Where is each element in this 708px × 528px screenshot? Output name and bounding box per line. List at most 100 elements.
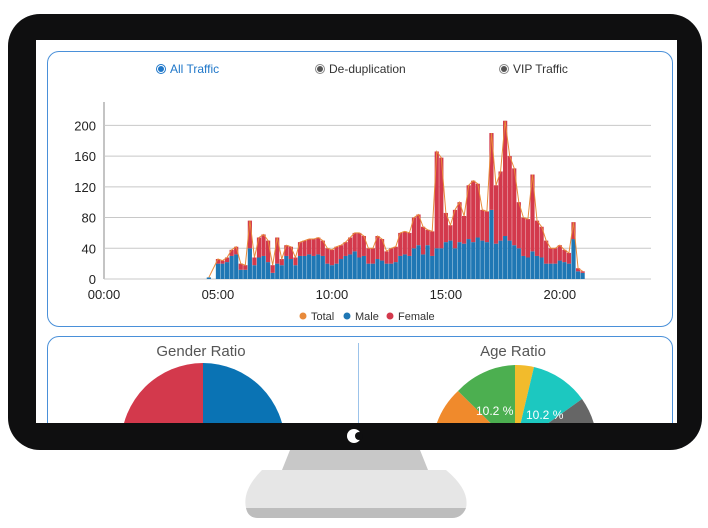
male-bar[interactable] xyxy=(266,262,271,279)
male-bar[interactable] xyxy=(534,255,540,279)
female-bar[interactable] xyxy=(270,265,275,273)
female-bar[interactable] xyxy=(343,242,348,256)
filter-vip-traffic[interactable]: VIP Traffic xyxy=(499,62,568,76)
male-bar[interactable] xyxy=(302,255,307,279)
male-bar[interactable] xyxy=(234,254,239,279)
male-bar[interactable] xyxy=(434,248,439,279)
filter-de-duplication[interactable]: De-duplication xyxy=(315,62,406,76)
male-bar[interactable] xyxy=(411,248,417,279)
male-bar[interactable] xyxy=(375,259,380,279)
female-bar[interactable] xyxy=(544,240,549,264)
female-bar[interactable] xyxy=(562,249,567,263)
male-bar[interactable] xyxy=(498,240,503,279)
female-bar[interactable] xyxy=(466,185,471,240)
male-bar[interactable] xyxy=(270,272,275,279)
female-bar[interactable] xyxy=(493,185,499,244)
age-slice-gray[interactable] xyxy=(515,399,597,423)
male-bar[interactable] xyxy=(297,255,303,279)
male-bar[interactable] xyxy=(553,263,558,279)
male-bar[interactable] xyxy=(407,255,412,279)
female-bar[interactable] xyxy=(407,232,412,256)
male-bar[interactable] xyxy=(398,255,403,279)
male-bar[interactable] xyxy=(448,240,453,279)
female-bar[interactable] xyxy=(553,248,558,264)
male-bar[interactable] xyxy=(256,257,262,279)
male-bar[interactable] xyxy=(439,248,444,279)
male-bar[interactable] xyxy=(480,240,485,279)
male-bar[interactable] xyxy=(462,243,467,279)
male-bar[interactable] xyxy=(443,242,448,279)
female-bar[interactable] xyxy=(516,202,521,249)
female-bar[interactable] xyxy=(534,220,540,256)
male-bar[interactable] xyxy=(325,263,330,279)
male-bar[interactable] xyxy=(539,257,544,279)
male-bar[interactable] xyxy=(521,255,526,279)
female-bar[interactable] xyxy=(530,174,535,252)
male-bar[interactable] xyxy=(580,272,585,279)
male-bar[interactable] xyxy=(316,254,321,279)
female-bar[interactable] xyxy=(279,259,284,266)
female-bar[interactable] xyxy=(234,246,239,255)
male-bar[interactable] xyxy=(370,263,376,279)
male-bar[interactable] xyxy=(352,251,357,279)
female-bar[interactable] xyxy=(439,157,444,249)
male-bar[interactable] xyxy=(389,263,394,279)
male-bar[interactable] xyxy=(507,240,512,279)
female-bar[interactable] xyxy=(452,209,458,249)
female-bar[interactable] xyxy=(434,151,439,249)
female-bar[interactable] xyxy=(261,234,266,256)
female-bar[interactable] xyxy=(307,239,312,255)
female-bar[interactable] xyxy=(548,248,553,264)
age-slice-yellow[interactable] xyxy=(515,364,534,423)
female-bar[interactable] xyxy=(507,156,512,241)
male-bar[interactable] xyxy=(275,263,280,279)
female-bar[interactable] xyxy=(512,168,517,246)
male-bar[interactable] xyxy=(475,237,480,279)
male-bar[interactable] xyxy=(334,263,339,279)
male-bar[interactable] xyxy=(247,248,252,279)
female-bar[interactable] xyxy=(503,120,508,236)
male-bar[interactable] xyxy=(224,262,230,279)
age-slice-green[interactable] xyxy=(458,365,515,423)
female-bar[interactable] xyxy=(475,183,480,238)
female-bar[interactable] xyxy=(566,252,572,264)
male-bar[interactable] xyxy=(548,263,553,279)
female-bar[interactable] xyxy=(448,225,453,241)
female-bar[interactable] xyxy=(580,271,585,273)
male-bar[interactable] xyxy=(243,269,248,279)
female-bar[interactable] xyxy=(443,212,448,243)
female-bar[interactable] xyxy=(416,214,421,246)
male-bar[interactable] xyxy=(338,259,344,279)
male-bar[interactable] xyxy=(284,255,289,279)
female-bar[interactable] xyxy=(379,239,385,261)
male-bar[interactable] xyxy=(206,277,211,279)
female-bar[interactable] xyxy=(334,246,339,264)
male-bar[interactable] xyxy=(238,269,243,279)
female-bar[interactable] xyxy=(557,245,562,261)
male-bar[interactable] xyxy=(493,243,499,279)
female-bar[interactable] xyxy=(284,245,289,256)
male-bar[interactable] xyxy=(288,259,293,279)
female-bar[interactable] xyxy=(357,232,362,258)
female-bar[interactable] xyxy=(402,231,407,255)
male-bar[interactable] xyxy=(544,263,549,279)
female-bar[interactable] xyxy=(370,248,376,264)
female-bar[interactable] xyxy=(247,220,252,249)
male-bar[interactable] xyxy=(402,254,407,279)
male-bar[interactable] xyxy=(530,251,535,279)
male-bar[interactable] xyxy=(425,245,430,279)
male-bar[interactable] xyxy=(452,248,458,279)
male-bar[interactable] xyxy=(571,239,576,279)
female-bar[interactable] xyxy=(425,229,430,246)
male-bar[interactable] xyxy=(420,254,426,279)
female-bar[interactable] xyxy=(311,239,316,256)
male-bar[interactable] xyxy=(261,255,266,279)
female-bar[interactable] xyxy=(266,240,271,263)
female-bar[interactable] xyxy=(366,248,371,264)
female-bar[interactable] xyxy=(480,209,485,241)
male-bar[interactable] xyxy=(489,209,494,279)
male-bar[interactable] xyxy=(466,239,471,279)
filter-all-traffic[interactable]: All Traffic xyxy=(156,62,219,76)
female-bar[interactable] xyxy=(238,263,243,270)
female-bar[interactable] xyxy=(297,242,303,256)
